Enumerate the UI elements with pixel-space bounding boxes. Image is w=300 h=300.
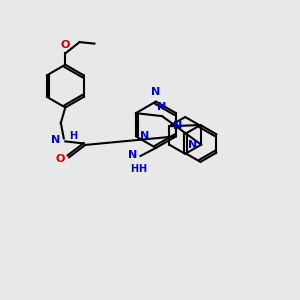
- Text: O: O: [61, 40, 70, 50]
- Text: N: N: [128, 150, 137, 161]
- Text: N: N: [51, 135, 60, 145]
- Text: N: N: [158, 102, 166, 112]
- Text: H: H: [138, 164, 146, 174]
- Text: N: N: [173, 121, 183, 130]
- Text: H: H: [130, 164, 139, 174]
- Text: N: N: [151, 87, 160, 98]
- Text: H: H: [69, 131, 77, 141]
- Text: N: N: [188, 140, 198, 150]
- Text: N: N: [140, 131, 149, 141]
- Text: O: O: [56, 154, 65, 164]
